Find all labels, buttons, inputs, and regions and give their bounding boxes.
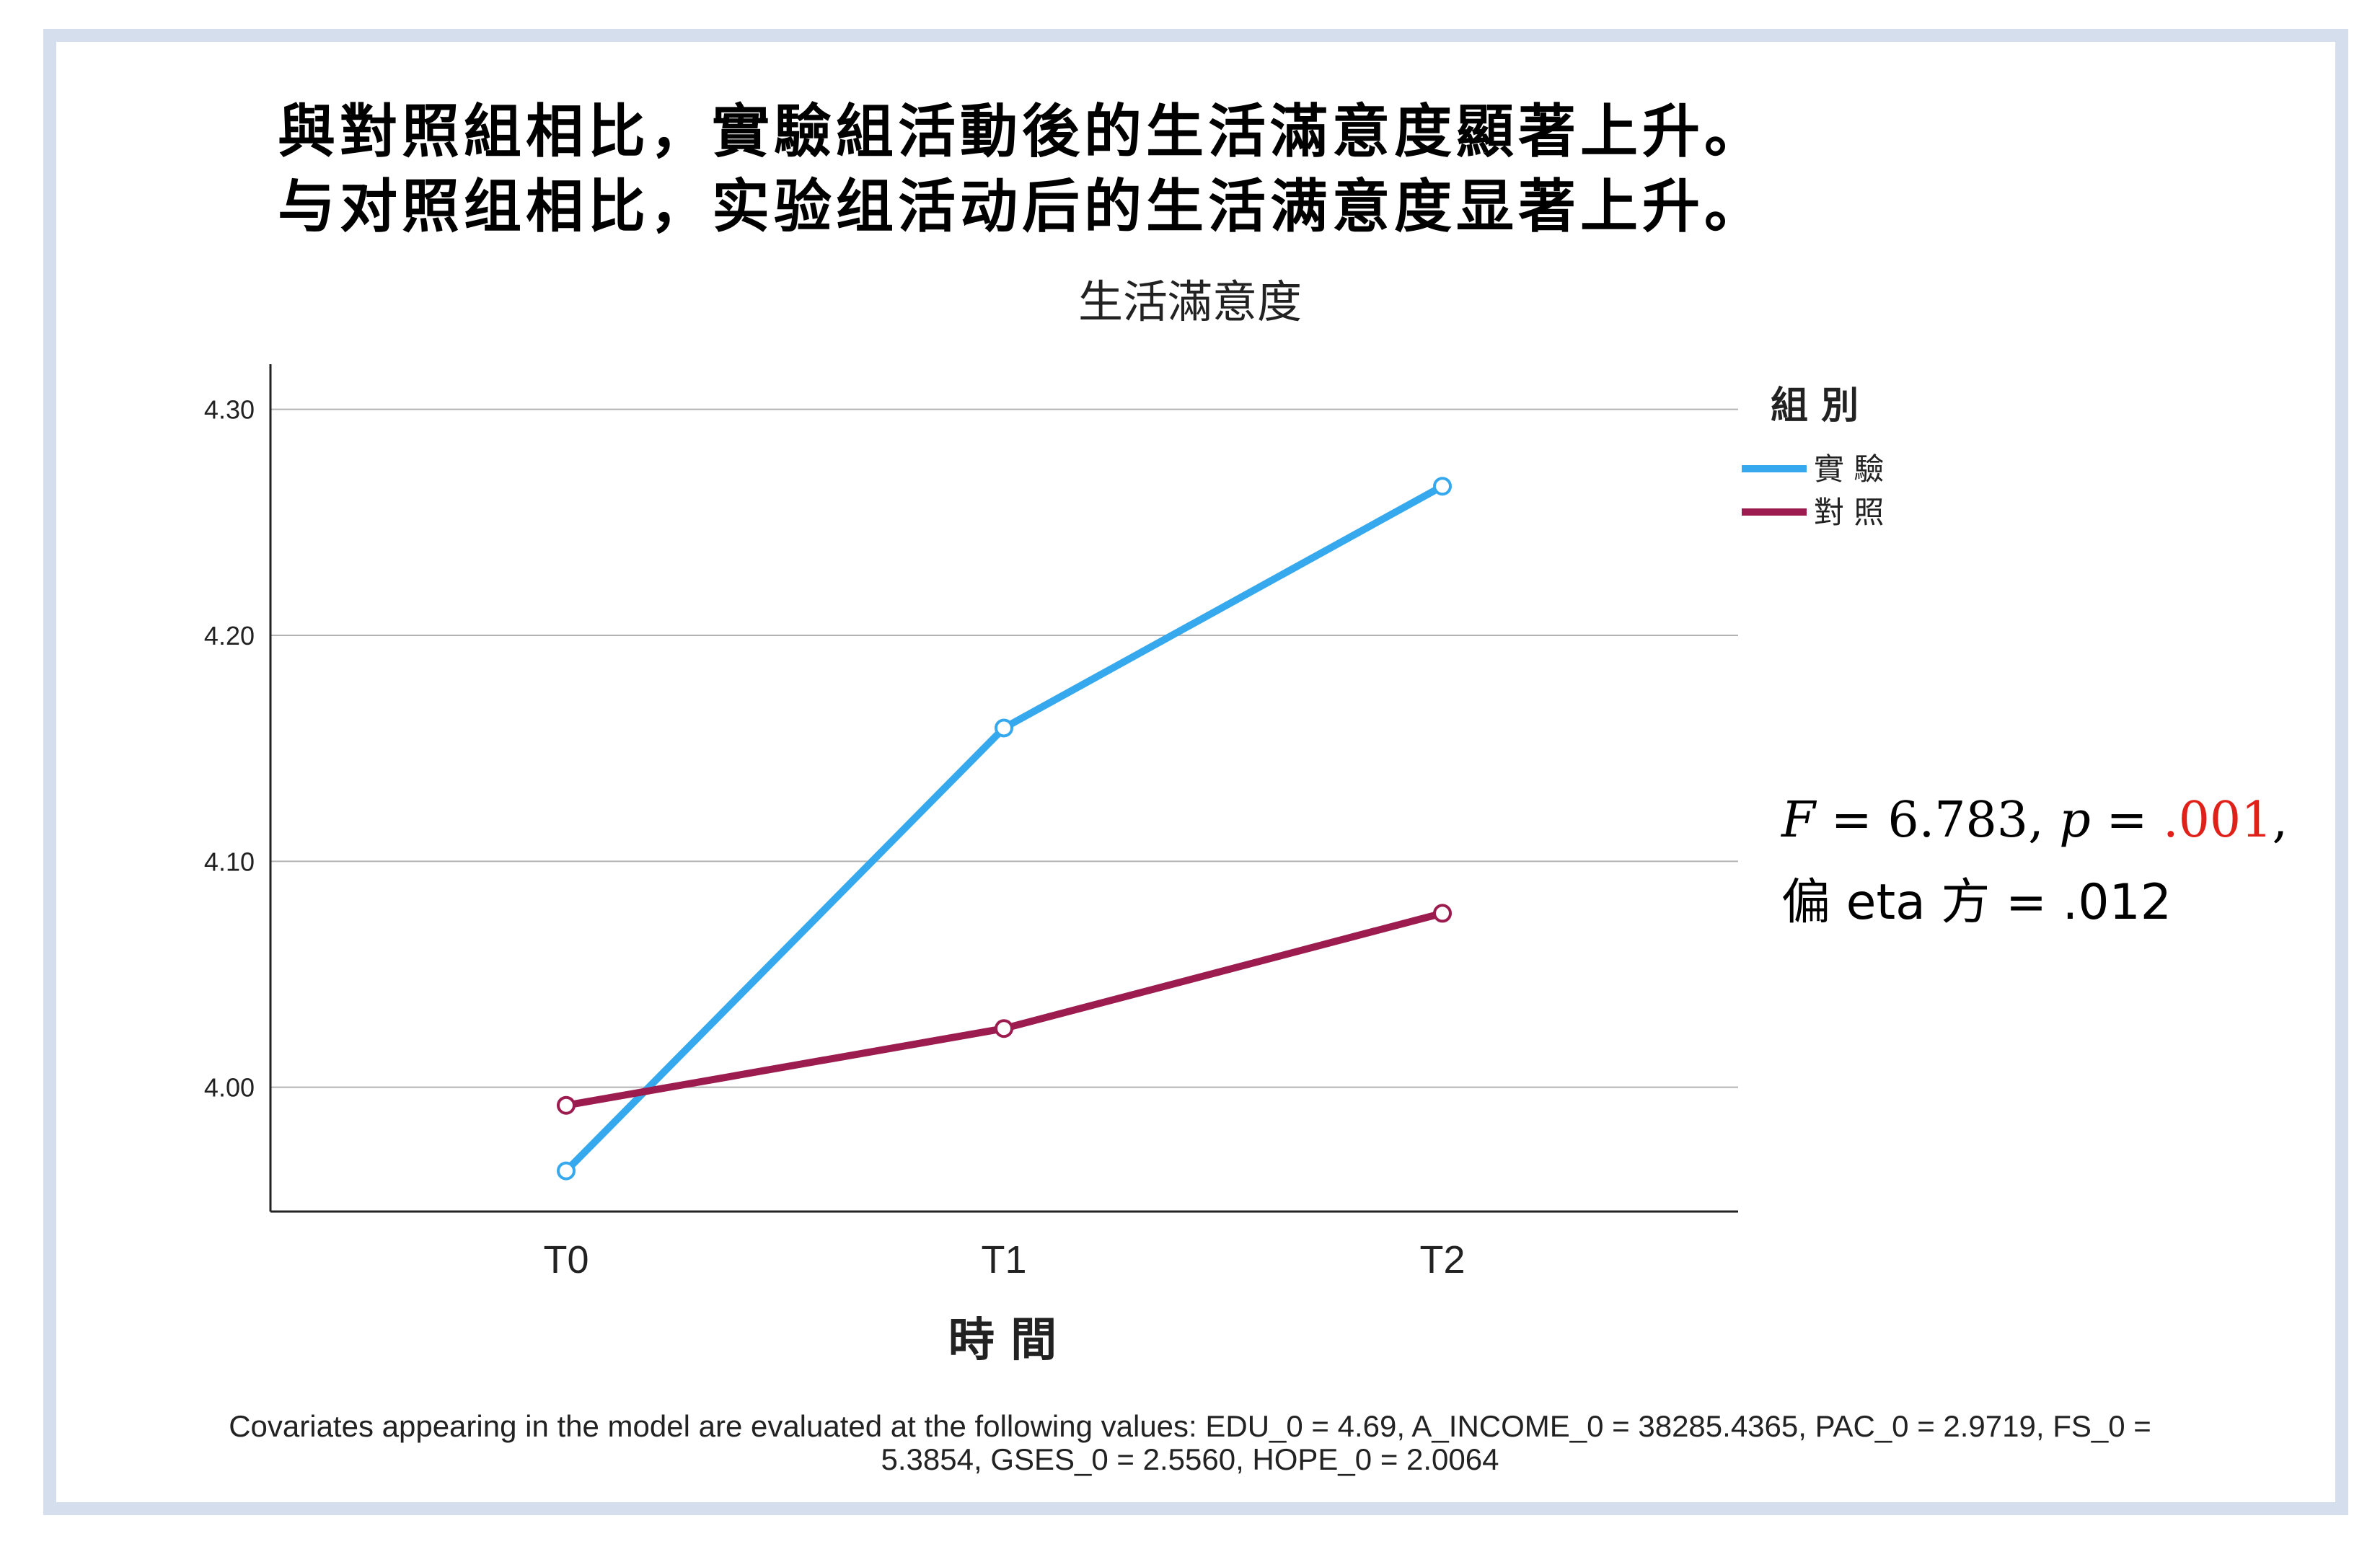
f-statistic: F = 6.783, p = .001,	[1781, 792, 2288, 849]
data-point-0-t2	[1433, 477, 1452, 496]
series-line-0	[563, 482, 1446, 1175]
p-equals: =	[2090, 792, 2164, 849]
footnote-line-1: Covariates appearing in the model are ev…	[229, 1409, 2151, 1443]
p-label: p	[2059, 792, 2091, 849]
series-line-1	[563, 909, 1446, 1109]
covariates-footnote: Covariates appearing in the model are ev…	[108, 1410, 2272, 1476]
y-tick-label-2: 4.20	[204, 621, 255, 650]
f-label: F	[1781, 792, 1816, 849]
p-value: .001	[2163, 792, 2273, 849]
partial-eta-squared: 偏 eta 方 = .012	[1781, 874, 2172, 931]
footnote-line-2: 5.3854, GSES_0 = 2.5560, HOPE_0 = 2.0064	[881, 1442, 1499, 1476]
headline-simplified: 与对照组相比，实验组活动后的生活满意度显著上升。	[278, 172, 1766, 240]
slide-frame	[43, 29, 2348, 1515]
data-point-0-t0	[557, 1161, 576, 1181]
y-tick-label-0: 4.00	[204, 1073, 255, 1103]
data-point-1-t0	[557, 1095, 576, 1115]
data-point-0-t1	[995, 718, 1013, 738]
chart-title: 生活滿意度	[1078, 275, 1302, 328]
legend-label-0: 實 驗	[1814, 451, 1884, 487]
p-trailing-comma: ,	[2272, 792, 2288, 849]
f-value: = 6.783,	[1815, 792, 2060, 849]
x-tick-label-t0: T0	[543, 1238, 589, 1281]
legend-label-1: 對 照	[1814, 495, 1884, 530]
data-point-1-t2	[1433, 904, 1452, 923]
x-axis-label: 時 間	[948, 1314, 1057, 1367]
y-tick-label-3: 4.30	[204, 395, 255, 425]
data-point-1-t1	[995, 1019, 1013, 1038]
x-tick-label-t1: T1	[981, 1238, 1026, 1281]
headline-traditional: 與對照組相比，實驗組活動後的生活滿意度顯著上升。	[278, 97, 1766, 165]
x-tick-label-t2: T2	[1419, 1238, 1465, 1281]
legend-title: 組 別	[1771, 384, 1859, 428]
y-tick-label-1: 4.10	[204, 847, 255, 876]
